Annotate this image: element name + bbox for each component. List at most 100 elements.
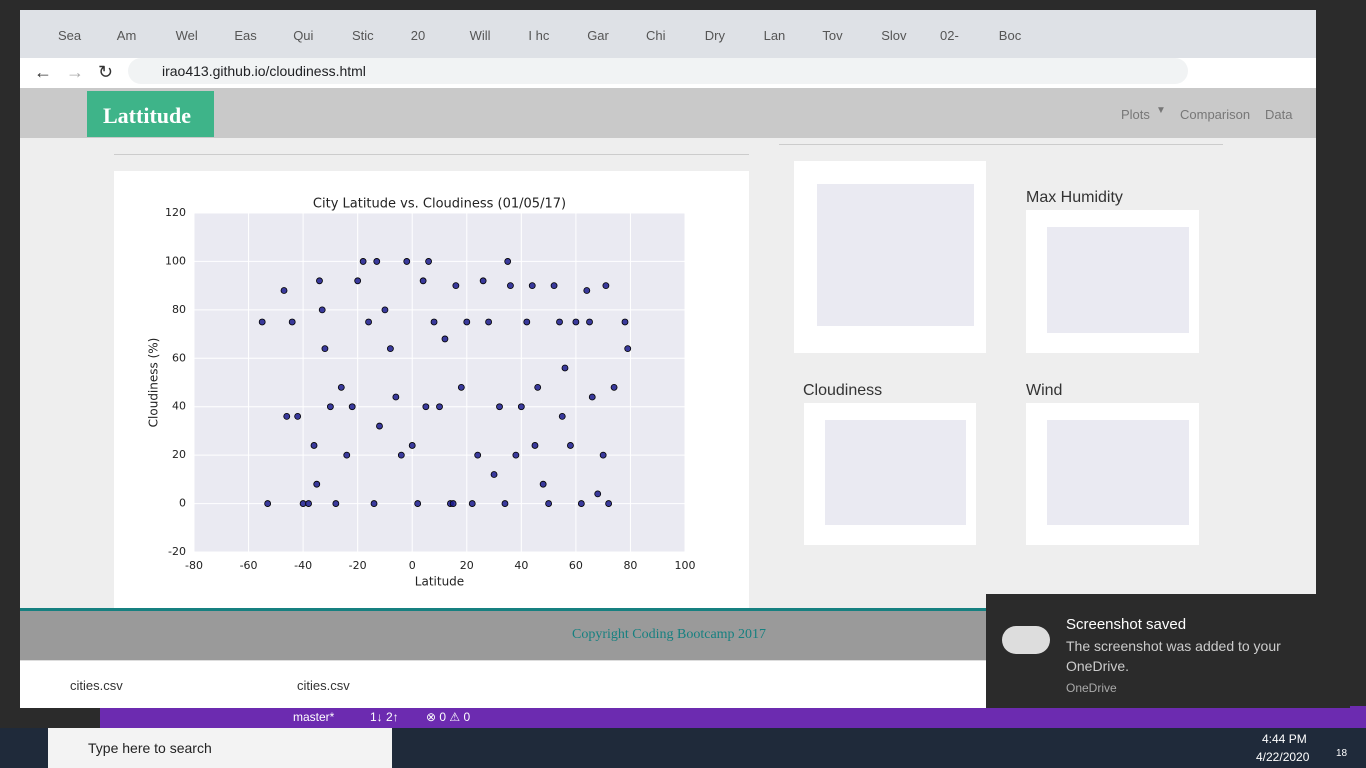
forward[interactable]: → [66, 62, 84, 82]
point [621, 318, 629, 326]
download[interactable]: cities.csv [297, 678, 350, 693]
notification[interactable]: Screenshot saved The screenshot was adde… [986, 594, 1350, 708]
x-tick-label: 80 [623, 559, 637, 572]
tab[interactable]: Slov [881, 28, 907, 43]
point [474, 451, 482, 459]
point [523, 318, 531, 326]
toolbar: ← → ↻ irao413.github.io/cloudiness.html [20, 58, 1316, 88]
reload[interactable]: ↻ [98, 62, 114, 82]
point [531, 442, 539, 449]
tab[interactable]: I hc [528, 28, 550, 43]
y-tick-label: 0 [179, 497, 186, 510]
point [326, 403, 334, 411]
point [365, 318, 372, 326]
tab[interactable]: Wel [175, 28, 198, 43]
point [452, 282, 460, 290]
tab[interactable]: Lan [763, 28, 786, 43]
point [463, 318, 471, 326]
problems[interactable]: ⊗ 0 ⚠ 0 [426, 710, 471, 724]
point [572, 318, 580, 326]
x-tick-label: -60 [240, 559, 258, 572]
nav-caret: ▼ [1156, 105, 1166, 116]
back[interactable]: ← [34, 62, 52, 82]
side-label: Wind [1026, 382, 1063, 399]
rule [114, 154, 749, 155]
point [504, 258, 512, 265]
x-tick-label: 100 [675, 559, 696, 572]
tab[interactable]: Will [469, 28, 491, 43]
point [610, 383, 618, 391]
point [517, 403, 525, 411]
branch[interactable]: master* [293, 710, 335, 724]
point [318, 306, 326, 314]
point [381, 306, 389, 314]
tab[interactable]: Gar [587, 28, 609, 43]
point [397, 451, 405, 459]
search-box[interactable]: Type here to search [48, 728, 392, 768]
chart: -20 0 20 40 60 80 100 120 -80 -60 -40 -20 0 20 40 60 80 1… [147, 197, 696, 589]
cloud-icon [1002, 626, 1050, 654]
point [583, 287, 591, 294]
point [313, 480, 321, 488]
tab[interactable]: Boc [998, 28, 1022, 43]
navbar: Lattitude Plots ▼ Comparison Data [20, 88, 1316, 138]
nav-data[interactable]: Data [1265, 107, 1293, 122]
tab-strip: Sea Am Wel Eas Qui Stic 20 Will I hc Gar Chi Dry Lan… [20, 10, 1316, 58]
point [370, 500, 378, 507]
point [288, 318, 296, 326]
point [539, 480, 547, 488]
tab[interactable]: 20 [410, 28, 426, 43]
nav-plots[interactable]: Plots [1121, 107, 1150, 122]
side-label: Max Humidity [1026, 189, 1123, 206]
thumb-wind[interactable] [1026, 403, 1199, 545]
footer-text: Copyright Coding Bootcamp 2017 [572, 627, 767, 642]
brand[interactable]: Lattitude [87, 91, 214, 137]
point [602, 282, 610, 290]
point [449, 500, 457, 507]
y-tick-label: 120 [165, 206, 186, 219]
point [558, 412, 566, 420]
thumb-humidity[interactable] [1026, 210, 1199, 353]
thumb-cloudiness[interactable] [804, 403, 976, 545]
point [594, 490, 602, 498]
point [512, 451, 520, 459]
tab[interactable]: 02- [940, 28, 959, 43]
y-axis-label: Cloudiness (%) [147, 338, 161, 428]
tab[interactable]: Tov [822, 28, 843, 43]
tab[interactable]: Chi [646, 28, 666, 43]
notif-body: The screenshot was added to your OneDriv… [1066, 638, 1281, 674]
point [430, 318, 438, 326]
nav-comparison[interactable]: Comparison [1180, 107, 1251, 122]
vscode-status: master* 1↓ 2↑ ⊗ 0 ⚠ 0 [100, 706, 1366, 728]
tab[interactable]: Sea [58, 28, 82, 43]
y-tick-label: 20 [172, 448, 186, 461]
download[interactable]: cities.csv [70, 678, 123, 693]
x-tick-label: 0 [409, 559, 416, 572]
point [550, 282, 558, 290]
sync[interactable]: 1↓ 2↑ [370, 710, 399, 724]
tab[interactable]: Dry [704, 28, 726, 43]
point [457, 383, 465, 391]
tab[interactable]: Qui [293, 28, 314, 43]
point [264, 500, 272, 507]
tab[interactable]: Eas [234, 28, 257, 43]
point [354, 277, 362, 285]
x-tick-label: 60 [569, 559, 583, 572]
omnibox[interactable]: irao413.github.io/cloudiness.html [128, 58, 1188, 84]
point [441, 335, 449, 343]
y-tick-label: 60 [172, 351, 186, 364]
point [376, 422, 383, 430]
thumb-temperature[interactable] [794, 161, 986, 353]
x-axis-label: Latitude [415, 575, 464, 589]
x-tick-label: 40 [514, 559, 528, 572]
tab[interactable]: Stic [352, 28, 374, 43]
point [337, 383, 345, 391]
point [386, 345, 394, 353]
tab[interactable]: Am [116, 28, 137, 43]
y-tick-label: 100 [165, 254, 186, 267]
point [343, 451, 351, 459]
point [561, 364, 569, 372]
point [490, 471, 498, 478]
point [316, 277, 323, 285]
badge[interactable]: 18 [1336, 748, 1348, 759]
